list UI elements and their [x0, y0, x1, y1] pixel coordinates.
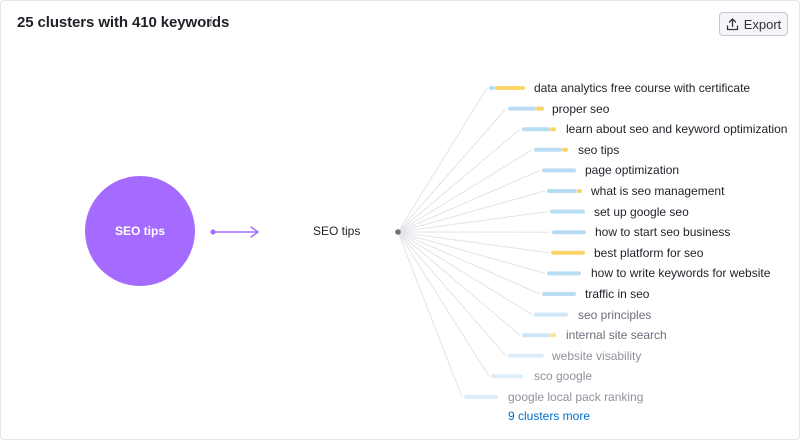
fan-line	[397, 231, 490, 377]
fan-line	[397, 169, 541, 233]
keyword-label[interactable]: sco google	[534, 369, 593, 384]
root-keyword-label: SEO tips	[313, 224, 361, 238]
cluster-bubble-label: SEO tips	[114, 224, 165, 238]
keyword-bar	[522, 333, 550, 338]
keyword-label[interactable]: seo principles	[578, 307, 652, 322]
keyword-bar	[552, 230, 586, 235]
keyword-label[interactable]: seo tips	[578, 142, 620, 157]
root-node-dot	[395, 229, 401, 235]
keyword-label[interactable]: traffic in seo	[585, 287, 650, 301]
keyword-bar	[489, 86, 495, 90]
keyword-bar	[491, 374, 523, 379]
fan-line	[397, 128, 521, 233]
keyword-label[interactable]: best platform for seo	[594, 245, 704, 260]
keyword-bar	[547, 271, 581, 276]
keyword-bar-accent	[562, 147, 568, 152]
keyword-label[interactable]: internal site search	[566, 328, 667, 343]
fan-line	[397, 231, 541, 295]
keyword-bar-accent	[550, 127, 556, 132]
keyword-bar	[542, 292, 576, 296]
keyword-bar-accent	[536, 106, 544, 111]
cluster-bubble[interactable]: SEO tips	[85, 176, 195, 286]
export-button[interactable]: Export	[719, 12, 788, 36]
keyword-bar	[464, 395, 498, 399]
keyword-bar	[522, 127, 550, 132]
keyword-label[interactable]: learn about seo and keyword optimization	[566, 122, 788, 137]
fan-line	[397, 231, 550, 254]
keyword-bar-accent	[495, 86, 525, 90]
fan-line	[397, 231, 546, 274]
more-clusters-link[interactable]: 9 clusters more	[508, 409, 591, 423]
keyword-label[interactable]: proper seo	[552, 101, 610, 116]
keyword-bar-accent	[550, 333, 556, 338]
panel-title: 25 clusters with 410 keywords	[17, 14, 230, 31]
fan-line	[397, 87, 488, 233]
keyword-label[interactable]: data analytics free course with certific…	[534, 81, 751, 95]
keyword-bar	[547, 189, 577, 193]
keyword-bar	[508, 106, 536, 111]
keyword-label[interactable]: google local pack ranking	[508, 390, 644, 404]
keyword-label[interactable]: website visability	[552, 348, 642, 363]
fan-line	[397, 231, 521, 336]
keyword-bar-accent	[577, 189, 582, 193]
keyword-label[interactable]: page optimization	[585, 163, 680, 178]
info-icon[interactable]: i	[209, 15, 214, 30]
keyword-label[interactable]: set up google seo	[594, 204, 689, 219]
keyword-bar	[534, 147, 562, 152]
fan-line	[397, 231, 507, 357]
fan-line	[397, 231, 533, 316]
fan-line	[397, 190, 546, 233]
keyword-label[interactable]: how to start seo business	[595, 225, 731, 240]
fan-line	[397, 149, 533, 233]
keyword-label[interactable]: what is seo management	[591, 184, 725, 198]
keyword-bar	[551, 250, 585, 255]
upload-icon	[726, 17, 738, 30]
keyword-bar	[508, 353, 544, 358]
keyword-bar	[542, 168, 576, 173]
export-label: Export	[743, 16, 782, 32]
keyword-label[interactable]: how to write keywords for website	[591, 266, 771, 281]
keyword-bar	[534, 312, 568, 317]
fan-line	[397, 211, 549, 233]
fan-line	[397, 108, 507, 233]
keyword-bar	[550, 209, 585, 214]
arrow-connector	[210, 226, 259, 238]
fan-line	[397, 231, 463, 398]
